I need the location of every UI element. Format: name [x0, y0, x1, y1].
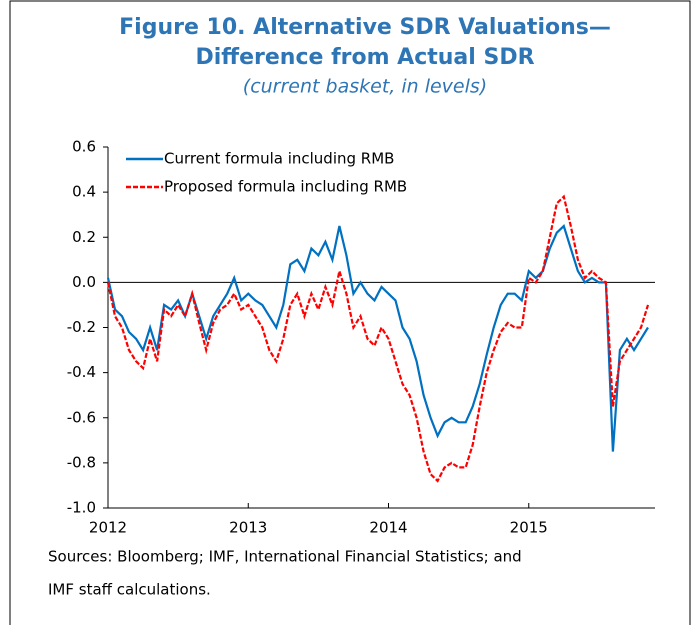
legend-label: Proposed formula including RMB — [164, 178, 407, 196]
y-tick-label: 0.6 — [72, 138, 96, 156]
chart-subtitle: (current basket, in levels) — [243, 76, 487, 98]
y-tick-label: -1.0 — [67, 499, 96, 517]
y-tick-label: -0.4 — [67, 363, 96, 381]
chart-title: Figure 10. Alternative SDR Valuations— — [119, 15, 611, 40]
y-tick-label: 0.2 — [72, 228, 96, 246]
legend-label: Current formula including RMB — [164, 150, 394, 168]
x-tick-label: 2015 — [510, 519, 548, 537]
y-tick-label: -0.8 — [67, 453, 96, 471]
source-note: Sources: Bloomberg; IMF, International F… — [48, 548, 522, 566]
series-line — [106, 223, 649, 452]
y-tick-label: 0.4 — [72, 183, 96, 201]
y-tick-label: 0.0 — [72, 273, 96, 291]
x-tick-label: 2012 — [89, 519, 127, 537]
y-tick-label: -0.2 — [67, 318, 96, 336]
x-tick-label: 2013 — [229, 519, 267, 537]
chart-title: Difference from Actual SDR — [195, 45, 534, 70]
y-tick-label: -0.6 — [67, 408, 96, 426]
x-tick-label: 2014 — [369, 519, 407, 537]
series-line — [106, 194, 650, 483]
source-note: IMF staff calculations. — [48, 581, 211, 599]
frame — [9, 0, 691, 629]
